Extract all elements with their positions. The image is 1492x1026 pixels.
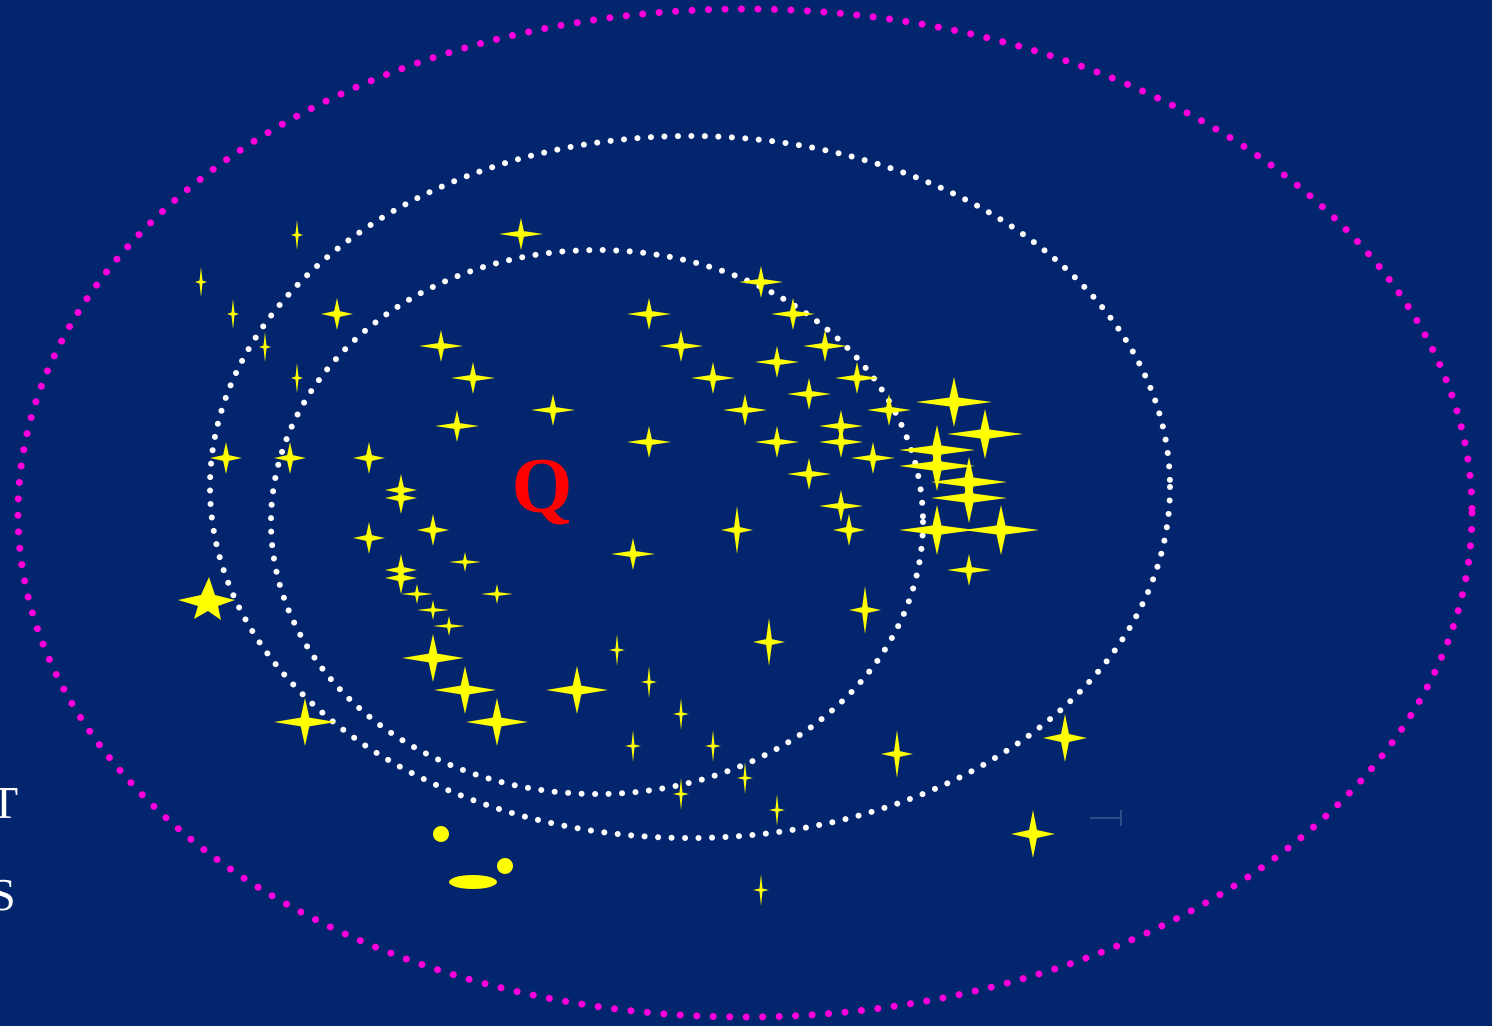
center-label-q: Q xyxy=(512,442,573,529)
tick-mark xyxy=(1090,810,1122,826)
four-point-star-icon xyxy=(419,330,463,362)
four-point-star-icon xyxy=(963,505,1039,555)
four-point-star-icon xyxy=(916,377,992,427)
four-point-star-icon xyxy=(481,584,513,604)
four-point-star-icon xyxy=(625,730,641,762)
four-point-star-icon xyxy=(641,666,657,698)
four-point-star-icon xyxy=(227,299,239,329)
four-point-star-icon xyxy=(691,362,735,394)
yellow-blob-icon xyxy=(449,875,497,889)
four-point-star-icon xyxy=(947,409,1023,459)
four-point-star-icon xyxy=(321,298,353,330)
middle-ring xyxy=(207,133,1173,841)
four-point-star-icon xyxy=(353,522,385,554)
four-point-star-icon xyxy=(385,562,417,594)
four-point-star-icon xyxy=(659,330,703,362)
four-point-star-icon xyxy=(899,505,975,555)
four-point-star-icon xyxy=(274,698,336,746)
four-point-star-icon xyxy=(435,410,479,442)
inner-ring xyxy=(268,247,926,797)
four-point-star-icon xyxy=(851,442,895,474)
four-point-star-icon xyxy=(835,362,879,394)
four-point-star-icon xyxy=(849,586,881,634)
four-point-star-icon xyxy=(546,666,608,714)
four-point-star-icon xyxy=(417,600,449,620)
outer-ring xyxy=(14,5,1476,1021)
four-point-star-icon xyxy=(609,634,625,666)
four-point-star-icon xyxy=(803,330,847,362)
four-point-star-icon xyxy=(531,394,575,426)
four-point-star-icon xyxy=(353,442,385,474)
five-point-star-icon xyxy=(178,577,235,620)
four-point-star-icon xyxy=(753,874,769,906)
edge-text-t: T xyxy=(0,777,18,828)
four-point-star-icon xyxy=(402,634,464,682)
four-point-star-icon xyxy=(274,442,306,474)
four-point-star-icon xyxy=(385,482,417,514)
four-point-star-icon xyxy=(611,538,655,570)
four-point-star-icon xyxy=(755,426,799,458)
four-point-star-icon xyxy=(499,218,543,250)
four-point-star-icon xyxy=(210,442,242,474)
four-point-star-icon xyxy=(819,426,863,458)
four-point-star-icon xyxy=(1011,810,1055,858)
four-point-star-icon xyxy=(771,298,815,330)
four-point-star-icon xyxy=(291,220,303,250)
four-point-star-icon xyxy=(417,514,449,546)
four-point-star-icon xyxy=(673,698,689,730)
yellow-blob-icon xyxy=(433,826,449,842)
four-point-star-icon xyxy=(931,473,1007,523)
edge-text-s: S xyxy=(0,869,16,920)
four-point-star-icon xyxy=(433,616,465,636)
four-point-star-icon xyxy=(449,552,481,572)
four-point-star-icon xyxy=(881,730,913,778)
four-point-star-icon xyxy=(833,514,865,546)
four-point-star-icon xyxy=(819,490,863,522)
four-point-star-icon xyxy=(723,394,767,426)
four-point-star-icon xyxy=(627,298,671,330)
four-point-star-icon xyxy=(627,426,671,458)
four-point-star-icon xyxy=(787,458,831,490)
four-point-star-icon xyxy=(755,346,799,378)
four-point-star-icon xyxy=(259,332,271,362)
four-point-star-icon xyxy=(451,362,495,394)
four-point-star-icon xyxy=(769,794,785,826)
four-point-star-icon xyxy=(753,618,785,666)
four-point-star-icon xyxy=(867,394,911,426)
four-point-star-icon xyxy=(434,666,496,714)
yellow-blob-icon xyxy=(497,858,513,874)
four-point-star-icon xyxy=(899,441,975,491)
four-point-star-icon xyxy=(721,506,753,554)
four-point-star-icon xyxy=(673,778,689,810)
four-point-star-icon xyxy=(739,266,783,298)
four-point-star-icon xyxy=(401,584,433,604)
four-point-star-icon xyxy=(1043,714,1087,762)
stars-group xyxy=(195,218,1087,906)
four-point-star-icon xyxy=(787,378,831,410)
four-point-star-icon xyxy=(291,363,303,393)
four-point-star-icon xyxy=(737,762,753,794)
four-point-star-icon xyxy=(195,267,207,297)
four-point-star-icon xyxy=(466,698,528,746)
four-point-star-icon xyxy=(947,554,991,586)
four-point-star-icon xyxy=(705,730,721,762)
